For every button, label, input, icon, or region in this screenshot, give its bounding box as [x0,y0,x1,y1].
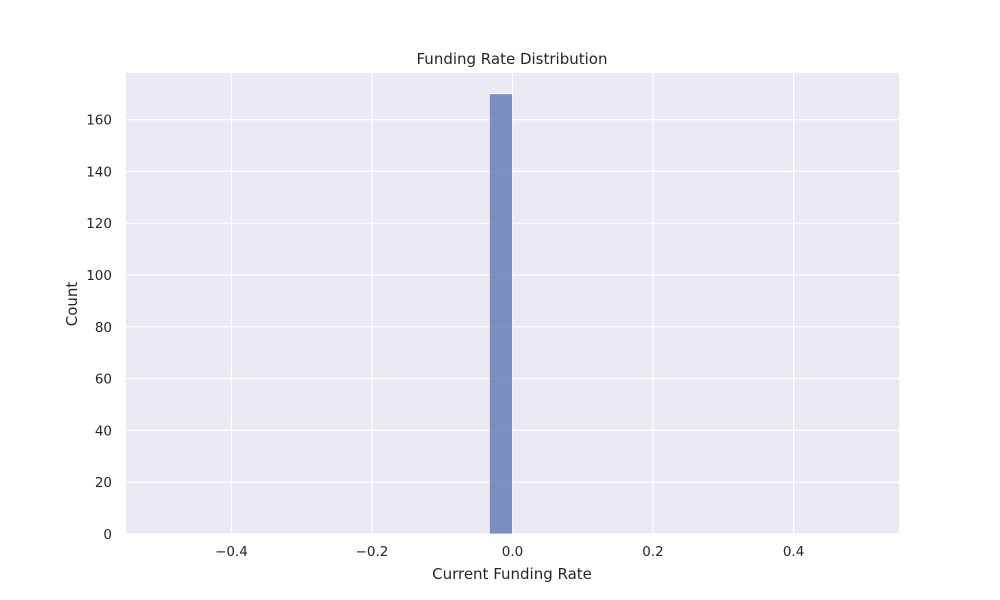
y-axis-label: Count [63,282,81,327]
x-tick-label: 0.4 [783,544,804,560]
y-tick-label: 40 [95,423,112,439]
x-tick-label: −0.2 [356,544,389,560]
y-tick-label: 140 [86,164,112,180]
chart-title: Funding Rate Distribution [417,50,608,68]
x-tick-label: −0.4 [215,544,248,560]
y-tick-label: 60 [95,372,112,388]
y-tick-label: 0 [103,527,112,543]
x-axis-label: Current Funding Rate [432,565,592,583]
y-tick-label: 120 [86,216,112,232]
y-tick-labels: 0 20 40 60 80 100 120 140 160 [86,113,112,543]
y-tick-label: 20 [95,475,112,491]
histogram-bar [488,93,513,535]
x-tick-label: 0.0 [502,544,523,560]
y-tick-label: 100 [86,268,112,284]
y-tick-label: 160 [86,113,112,129]
y-tick-label: 80 [95,320,112,336]
x-tick-label: 0.2 [642,544,663,560]
x-tick-labels: −0.4 −0.2 0.0 0.2 0.4 [215,544,804,560]
histogram-bars [488,93,513,535]
